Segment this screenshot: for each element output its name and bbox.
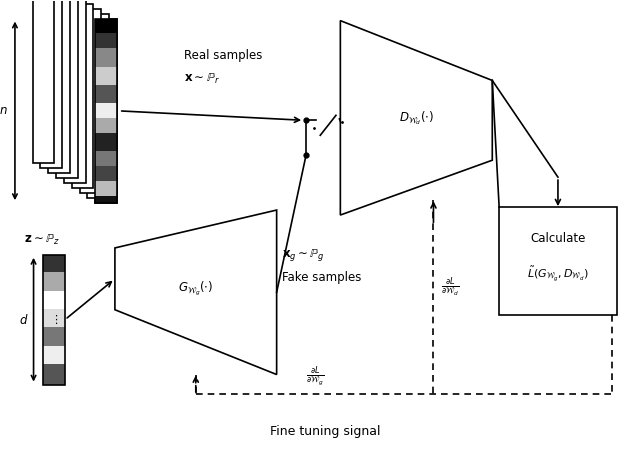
Bar	[33, 0, 54, 163]
Bar	[95, 48, 117, 67]
Bar	[95, 18, 117, 203]
Bar	[64, 0, 86, 183]
Text: Fine tuning signal: Fine tuning signal	[271, 425, 381, 438]
Bar	[95, 118, 117, 133]
Bar	[44, 272, 65, 291]
Bar	[44, 291, 65, 309]
Text: $n$: $n$	[0, 104, 8, 117]
Text: $d$: $d$	[19, 313, 29, 327]
Bar	[95, 67, 117, 85]
Text: $\tilde{L}(G_{\mathcal{W}_g}, D_{\mathcal{W}_d})$: $\tilde{L}(G_{\mathcal{W}_g}, D_{\mathca…	[527, 265, 589, 284]
Text: $\mathbf{x} \sim \mathbb{P}_r$: $\mathbf{x} \sim \mathbb{P}_r$	[184, 72, 220, 86]
Bar	[95, 133, 117, 152]
Bar	[44, 328, 65, 346]
Bar	[44, 364, 65, 384]
Text: $\mathbf{z} \sim \mathbb{P}_z$: $\mathbf{z} \sim \mathbb{P}_z$	[24, 233, 60, 247]
Bar	[44, 346, 65, 364]
Bar	[95, 18, 117, 33]
Polygon shape	[115, 210, 276, 374]
Polygon shape	[340, 21, 492, 215]
Text: Calculate: Calculate	[531, 233, 586, 245]
Text: $\frac{\partial L}{\partial \mathcal{W}_d}$: $\frac{\partial L}{\partial \mathcal{W}_…	[442, 276, 460, 299]
Bar	[44, 255, 65, 384]
Bar	[95, 196, 117, 203]
Text: Fake samples: Fake samples	[282, 271, 361, 284]
Text: $\mathbf{x}_g \sim \mathbb{P}_g$: $\mathbf{x}_g \sim \mathbb{P}_g$	[282, 247, 324, 263]
Bar	[79, 9, 101, 193]
Bar	[95, 166, 117, 181]
Text: $D_{\mathcal{W}_d}(\cdot)$: $D_{\mathcal{W}_d}(\cdot)$	[399, 109, 434, 126]
Bar	[95, 152, 117, 166]
Bar	[56, 0, 77, 178]
Bar	[48, 0, 70, 173]
Bar	[95, 181, 117, 196]
Bar	[44, 255, 65, 272]
Text: $\vdots$: $\vdots$	[50, 313, 58, 326]
Bar	[44, 309, 65, 328]
Bar	[499, 207, 617, 315]
Bar	[95, 104, 117, 118]
Bar	[88, 14, 109, 198]
Text: $G_{\mathcal{W}_g}(\cdot)$: $G_{\mathcal{W}_g}(\cdot)$	[178, 280, 213, 298]
Text: $\frac{\partial L}{\partial \mathcal{W}_g}$: $\frac{\partial L}{\partial \mathcal{W}_…	[305, 364, 324, 388]
Bar	[40, 0, 62, 168]
Bar	[95, 18, 117, 203]
Text: Real samples: Real samples	[184, 49, 262, 62]
Bar	[95, 33, 117, 48]
Bar	[95, 85, 117, 104]
Bar	[72, 4, 93, 188]
